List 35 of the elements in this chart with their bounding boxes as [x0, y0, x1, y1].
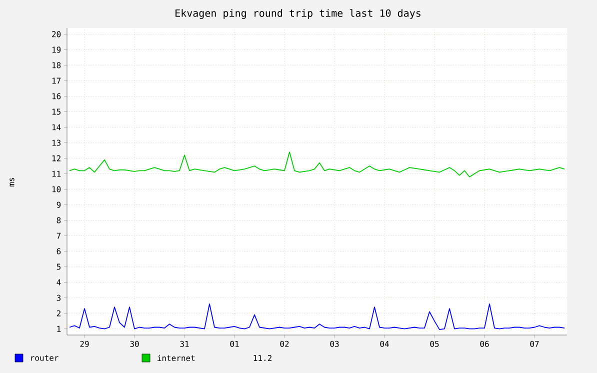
y-tick-label: 5 [56, 264, 60, 270]
y-tick-label: 20 [52, 31, 61, 38]
y-tick-label: 11 [52, 170, 61, 177]
y-tick-label: 17 [52, 78, 61, 84]
x-tick-label: 05 [430, 340, 439, 347]
y-tick-label: 15 [52, 108, 60, 115]
y-tick-label: 13 [52, 140, 61, 146]
y-tick-label: 8 [56, 217, 61, 224]
legend-label: internet [158, 354, 195, 362]
x-tick-label: 04 [380, 340, 389, 347]
y-tick-label: 18 [52, 62, 61, 68]
y-tick-label: 2 [56, 310, 60, 316]
x-tick-label: 31 [180, 340, 189, 347]
y-tick-label: 1 [57, 326, 61, 332]
y-tick-label: 12 [52, 155, 60, 162]
y-tick-label: 6 [56, 248, 61, 254]
y-tick-label: 19 [52, 46, 61, 53]
x-tick-label: 29 [80, 340, 89, 347]
y-tick-label: 10 [52, 186, 61, 192]
chart-title: Ekvagen ping round trip time last 10 days [176, 9, 420, 19]
y-tick-label: 4 [56, 279, 61, 286]
y-tick-label: 7 [56, 232, 61, 239]
y-tick-label: 3 [56, 294, 61, 301]
y-axis-title: ms [10, 178, 14, 186]
x-tick-label: 06 [480, 340, 489, 347]
legend-label: router [31, 355, 58, 361]
y-tick-label: 9 [56, 202, 61, 208]
x-tick-label: 01 [230, 340, 239, 347]
y-tick-label: 14 [52, 124, 61, 130]
x-tick-label: 03 [330, 340, 339, 347]
x-tick-label: 30 [130, 340, 139, 347]
y-tick-label: 16 [52, 93, 61, 100]
x-tick-label: 07 [530, 340, 539, 347]
x-tick-label: 02 [280, 340, 289, 347]
text: 11.2 [254, 355, 272, 361]
